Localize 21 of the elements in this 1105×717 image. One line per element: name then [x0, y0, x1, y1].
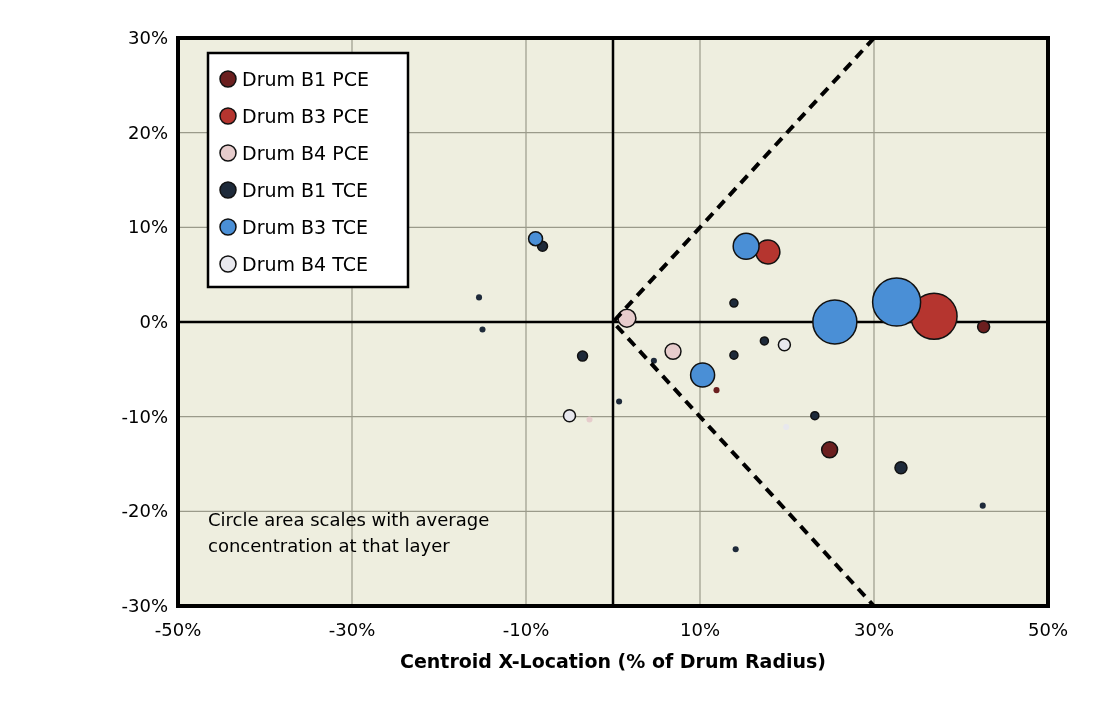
x-tick-label: -10%	[502, 619, 550, 640]
x-tick-label: -30%	[328, 619, 376, 640]
x-tick-label: -50%	[154, 619, 202, 640]
legend-label: Drum B1 PCE	[242, 68, 369, 90]
y-tick-label: -20%	[121, 500, 168, 522]
y-tick-label: 0%	[139, 311, 168, 332]
x-tick-label: 10%	[679, 619, 721, 640]
annotation: Circle area scales with average concentration at that layer	[208, 509, 490, 556]
y-tick-label: 20%	[127, 121, 168, 143]
y-tick-label: -30%	[121, 595, 168, 616]
legend-label: Drum B1 TCE	[242, 179, 368, 201]
y-tick-label: -10%	[121, 405, 168, 427]
y-tick-label: 10%	[127, 216, 168, 238]
y-tick-label: 30%	[127, 27, 168, 48]
legend-label: Drum B4 TCE	[242, 253, 368, 275]
x-tick-label: 30%	[853, 619, 895, 640]
legend-label: Drum B3 TCE	[242, 216, 368, 238]
legend-label: Drum B4 PCE	[242, 142, 369, 164]
x-axis-title: Centroid X-Location (% of Drum Radius)	[399, 650, 827, 672]
legend-label: Drum B3 PCE	[242, 105, 369, 127]
x-tick-label: 50%	[1027, 619, 1069, 640]
